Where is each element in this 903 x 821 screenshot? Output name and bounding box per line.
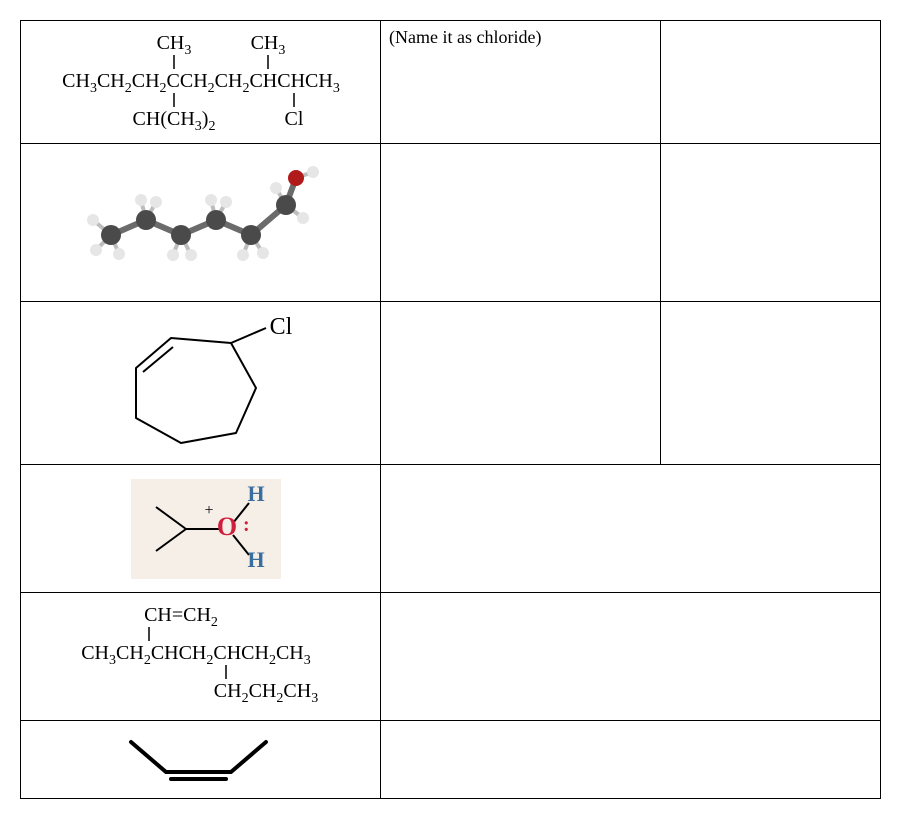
svg-text:CH(CH3)2: CH(CH3)2 — [132, 108, 215, 134]
cell-r1-hint: (Name it as chloride) — [381, 21, 661, 144]
cell-r3-structure: Cl — [21, 302, 381, 465]
cell-r4-answer — [381, 465, 881, 593]
structures-table: CH3 CH3 CH3CH2CH2CCH2CH2CHCHCH3 CH(CH3)2… — [20, 20, 881, 799]
diene-svg — [111, 727, 291, 792]
cell-r2-col3 — [661, 144, 881, 302]
cell-r5-structure: CH=CH2 CH3CH2CHCH2CHCH2CH3 CH2CH2CH3 — [21, 593, 381, 721]
svg-text:CH3CH2CHCH2CHCH2CH3: CH3CH2CHCH2CHCH2CH3 — [81, 642, 311, 668]
table-row: CH3 CH3 CH3CH2CH2CCH2CH2CHCHCH3 CH(CH3)2… — [21, 21, 881, 144]
cell-r3-col2 — [381, 302, 661, 465]
plus-charge: + — [204, 502, 213, 519]
cell-r4-structure: + O : H H — [21, 465, 381, 593]
svg-text::: : — [243, 514, 250, 536]
table-row: + O : H H — [21, 465, 881, 593]
formula-r5-svg: CH=CH2 CH3CH2CHCH2CHCH2CH3 CH2CH2CH3 — [31, 599, 371, 714]
cycloheptene-svg: Cl — [81, 308, 321, 458]
cell-r1-structure: CH3 CH3 CH3CH2CH2CCH2CH2CHCHCH3 CH(CH3)2… — [21, 21, 381, 144]
svg-text:CH3: CH3 — [156, 32, 191, 58]
cell-r6-answer — [381, 721, 881, 799]
h-bottom: H — [247, 547, 264, 572]
oxonium-svg: + O : H H — [101, 471, 301, 586]
cell-r2-col2 — [381, 144, 661, 302]
cl-label: Cl — [269, 314, 292, 340]
formula-r1-svg: CH3 CH3 CH3CH2CH2CCH2CH2CHCHCH3 CH(CH3)2… — [36, 27, 366, 137]
table-row — [21, 144, 881, 302]
svg-text:Cl: Cl — [284, 108, 303, 130]
model3d-svg — [71, 150, 331, 295]
table-row — [21, 721, 881, 799]
table-row: Cl — [21, 302, 881, 465]
svg-text:CH2CH2CH3: CH2CH2CH3 — [213, 680, 317, 706]
cell-r5-answer — [381, 593, 881, 721]
cell-r3-col3 — [661, 302, 881, 465]
cell-r6-structure — [21, 721, 381, 799]
cell-r1-answer — [661, 21, 881, 144]
svg-text:CH3CH2CH2CCH2CH2CHCHCH3: CH3CH2CH2CCH2CH2CHCHCH3 — [62, 70, 340, 96]
hint-text: (Name it as chloride) — [389, 27, 541, 47]
svg-text:CH3: CH3 — [250, 32, 285, 58]
table-row: CH=CH2 CH3CH2CHCH2CHCH2CH3 CH2CH2CH3 — [21, 593, 881, 721]
cell-r2-structure — [21, 144, 381, 302]
svg-text:CH=CH2: CH=CH2 — [144, 604, 218, 630]
h-top: H — [247, 481, 264, 506]
oxygen-atom: O — [216, 512, 236, 541]
